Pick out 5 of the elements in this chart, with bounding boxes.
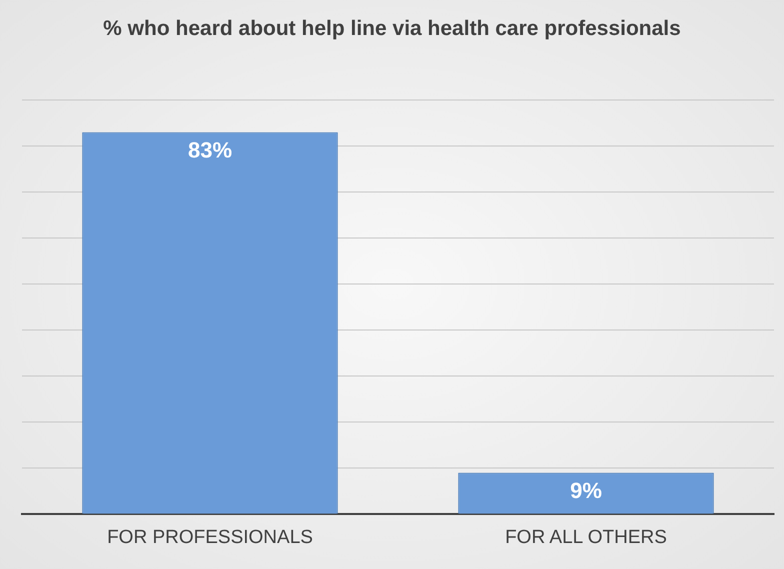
chart-title: % who heard about help line via health care professionals bbox=[102, 16, 682, 42]
data-label: 9% bbox=[570, 478, 602, 503]
x-tick-label: FOR ALL OTHERS bbox=[505, 526, 667, 548]
data-label: 83% bbox=[188, 137, 232, 162]
x-tick-label: FOR PROFESSIONALS bbox=[107, 526, 313, 548]
